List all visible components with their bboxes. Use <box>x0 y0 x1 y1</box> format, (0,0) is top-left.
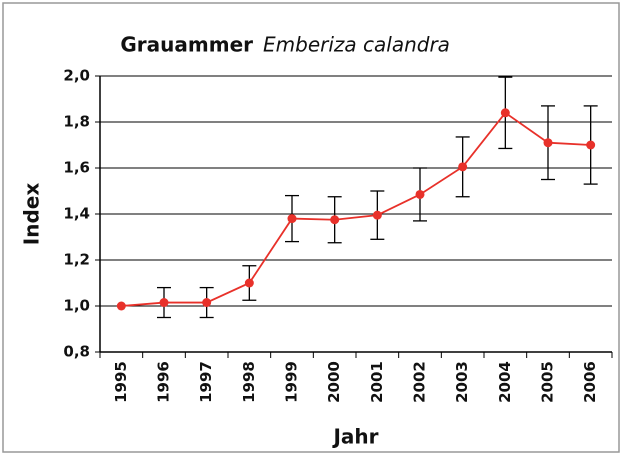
data-point <box>543 138 553 148</box>
chart-frame <box>2 2 620 453</box>
x-tick-label: 1995 <box>112 361 130 403</box>
y-tick-label: 1,6 <box>63 159 90 177</box>
y-tick-label: 1,2 <box>63 251 90 269</box>
y-tick-label: 2,0 <box>63 67 90 85</box>
data-point <box>415 189 425 199</box>
x-tick-label: 1999 <box>283 361 301 403</box>
data-line <box>121 111 591 307</box>
data-point <box>372 210 382 220</box>
y-tick-label: 0,8 <box>63 343 90 361</box>
x-tick-label: 2003 <box>453 361 471 403</box>
x-tick-label: 1996 <box>155 361 173 403</box>
chart-subtitle: Emberiza calandra <box>263 33 450 57</box>
x-tick-label: 1997 <box>197 361 215 403</box>
x-tick-label: 2004 <box>496 361 514 403</box>
y-tick-label: 1,8 <box>63 113 90 131</box>
y-tick-label: 1,4 <box>63 205 90 223</box>
x-tick-label: 2002 <box>411 361 429 403</box>
data-point <box>287 214 297 224</box>
y-tick-label: 1,0 <box>63 297 90 315</box>
data-point <box>244 278 254 288</box>
x-tick-label: 2005 <box>539 361 557 403</box>
x-tick-label: 2006 <box>581 361 599 403</box>
data-point <box>202 298 212 308</box>
chart-title: Grauammer <box>120 33 253 57</box>
x-tick-label: 2001 <box>368 361 386 403</box>
x-axis-label: Jahr <box>331 425 378 449</box>
data-point <box>116 301 126 311</box>
data-point <box>330 215 340 225</box>
y-axis-label: Index <box>20 183 44 246</box>
data-point <box>500 108 510 118</box>
data-point <box>586 140 596 150</box>
data-point <box>159 298 169 308</box>
x-tick-label: 1998 <box>240 361 258 403</box>
data-point <box>458 162 468 172</box>
x-tick-label: 2000 <box>325 361 343 403</box>
